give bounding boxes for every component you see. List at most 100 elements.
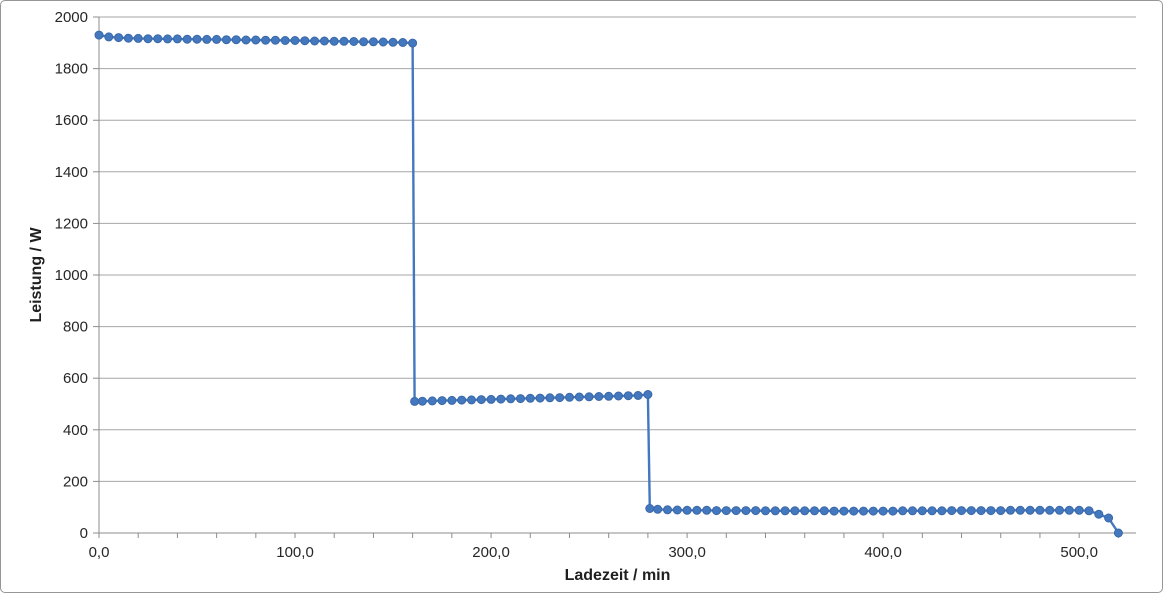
data-point [663, 505, 672, 515]
data-point [545, 393, 555, 403]
data-point [172, 34, 182, 44]
data-point [643, 390, 653, 399]
y-tick-label: 1400 [55, 164, 88, 181]
data-point [751, 506, 761, 516]
data-point [182, 34, 192, 44]
data-point [1025, 505, 1035, 515]
data-point [614, 391, 623, 401]
x-axis-title: Ladezeit / min [564, 567, 671, 584]
data-point [349, 37, 359, 46]
data-point [368, 37, 378, 47]
data-point [1084, 506, 1094, 516]
data-point [319, 36, 329, 46]
x-tick-label: 400,0 [864, 544, 902, 561]
series-line [97, 33, 1120, 535]
data-point [800, 506, 810, 516]
y-tick-label: 400 [63, 422, 88, 439]
data-point [300, 36, 310, 46]
x-tick-label: 0,0 [89, 544, 110, 561]
data-point [1064, 505, 1074, 515]
y-tick-label: 200 [63, 473, 88, 490]
data-point [1045, 505, 1055, 515]
data-point [486, 394, 496, 404]
data-point [917, 506, 927, 516]
data-point [878, 506, 888, 516]
data-point [790, 506, 800, 516]
data-point [692, 505, 702, 515]
data-point [672, 505, 682, 515]
data-point [153, 34, 163, 44]
data-point [535, 393, 545, 403]
data-point [633, 391, 643, 400]
data-point [339, 36, 349, 46]
data-point [957, 506, 966, 516]
data-point [888, 506, 898, 516]
data-point [770, 506, 780, 516]
data-point [1015, 505, 1025, 515]
data-point [261, 35, 271, 45]
data-point [270, 35, 280, 45]
data-point [388, 37, 398, 47]
data-point [398, 38, 408, 47]
data-point [976, 506, 986, 516]
data-point [653, 504, 663, 514]
data-point [467, 395, 476, 405]
data-point [741, 506, 751, 516]
y-tick-label: 800 [63, 319, 88, 336]
data-point [310, 36, 320, 46]
data-point [645, 504, 655, 513]
data-point [604, 391, 614, 401]
data-point [947, 506, 957, 516]
x-tick-label: 200,0 [472, 544, 510, 561]
data-point [682, 505, 692, 515]
data-point [584, 392, 594, 402]
data-point [1074, 505, 1084, 515]
data-point [986, 506, 996, 516]
y-tick-label: 1800 [55, 61, 88, 78]
data-point [114, 33, 124, 43]
data-point [104, 32, 114, 42]
data-point [996, 506, 1006, 516]
data-point [761, 506, 770, 516]
data-point [859, 506, 868, 516]
data-point [1055, 505, 1064, 515]
x-tick-label: 300,0 [668, 544, 706, 561]
data-point [819, 506, 829, 516]
x-tick-label: 100,0 [276, 544, 314, 561]
data-point [731, 506, 741, 516]
data-point [898, 506, 908, 516]
data-point [251, 35, 261, 45]
data-point [966, 506, 976, 516]
x-tick-label: 500,0 [1060, 544, 1098, 561]
y-tick-label: 600 [63, 370, 88, 387]
data-point [143, 34, 153, 44]
data-point [712, 506, 721, 516]
data-point [378, 37, 388, 47]
data-point [410, 396, 420, 406]
data-point [555, 393, 565, 403]
data-point [447, 395, 457, 405]
data-point [94, 30, 104, 40]
data-point [1094, 509, 1104, 519]
data-point [1035, 505, 1045, 515]
data-point [516, 394, 525, 404]
data-point [810, 506, 819, 516]
data-point [496, 394, 506, 404]
data-point [908, 506, 917, 516]
data-point [192, 34, 202, 44]
y-axis-title: Leistung / W [28, 227, 45, 323]
y-tick-label: 1200 [55, 215, 88, 232]
data-point [123, 33, 133, 43]
data-point [937, 506, 947, 516]
data-point [565, 392, 574, 402]
data-point [359, 37, 369, 47]
data-point [1006, 505, 1015, 515]
data-point [623, 391, 633, 401]
data-point [329, 36, 339, 46]
data-point [457, 395, 467, 405]
data-point [525, 393, 535, 403]
data-point [839, 506, 849, 516]
y-tick-label: 1600 [55, 112, 88, 129]
